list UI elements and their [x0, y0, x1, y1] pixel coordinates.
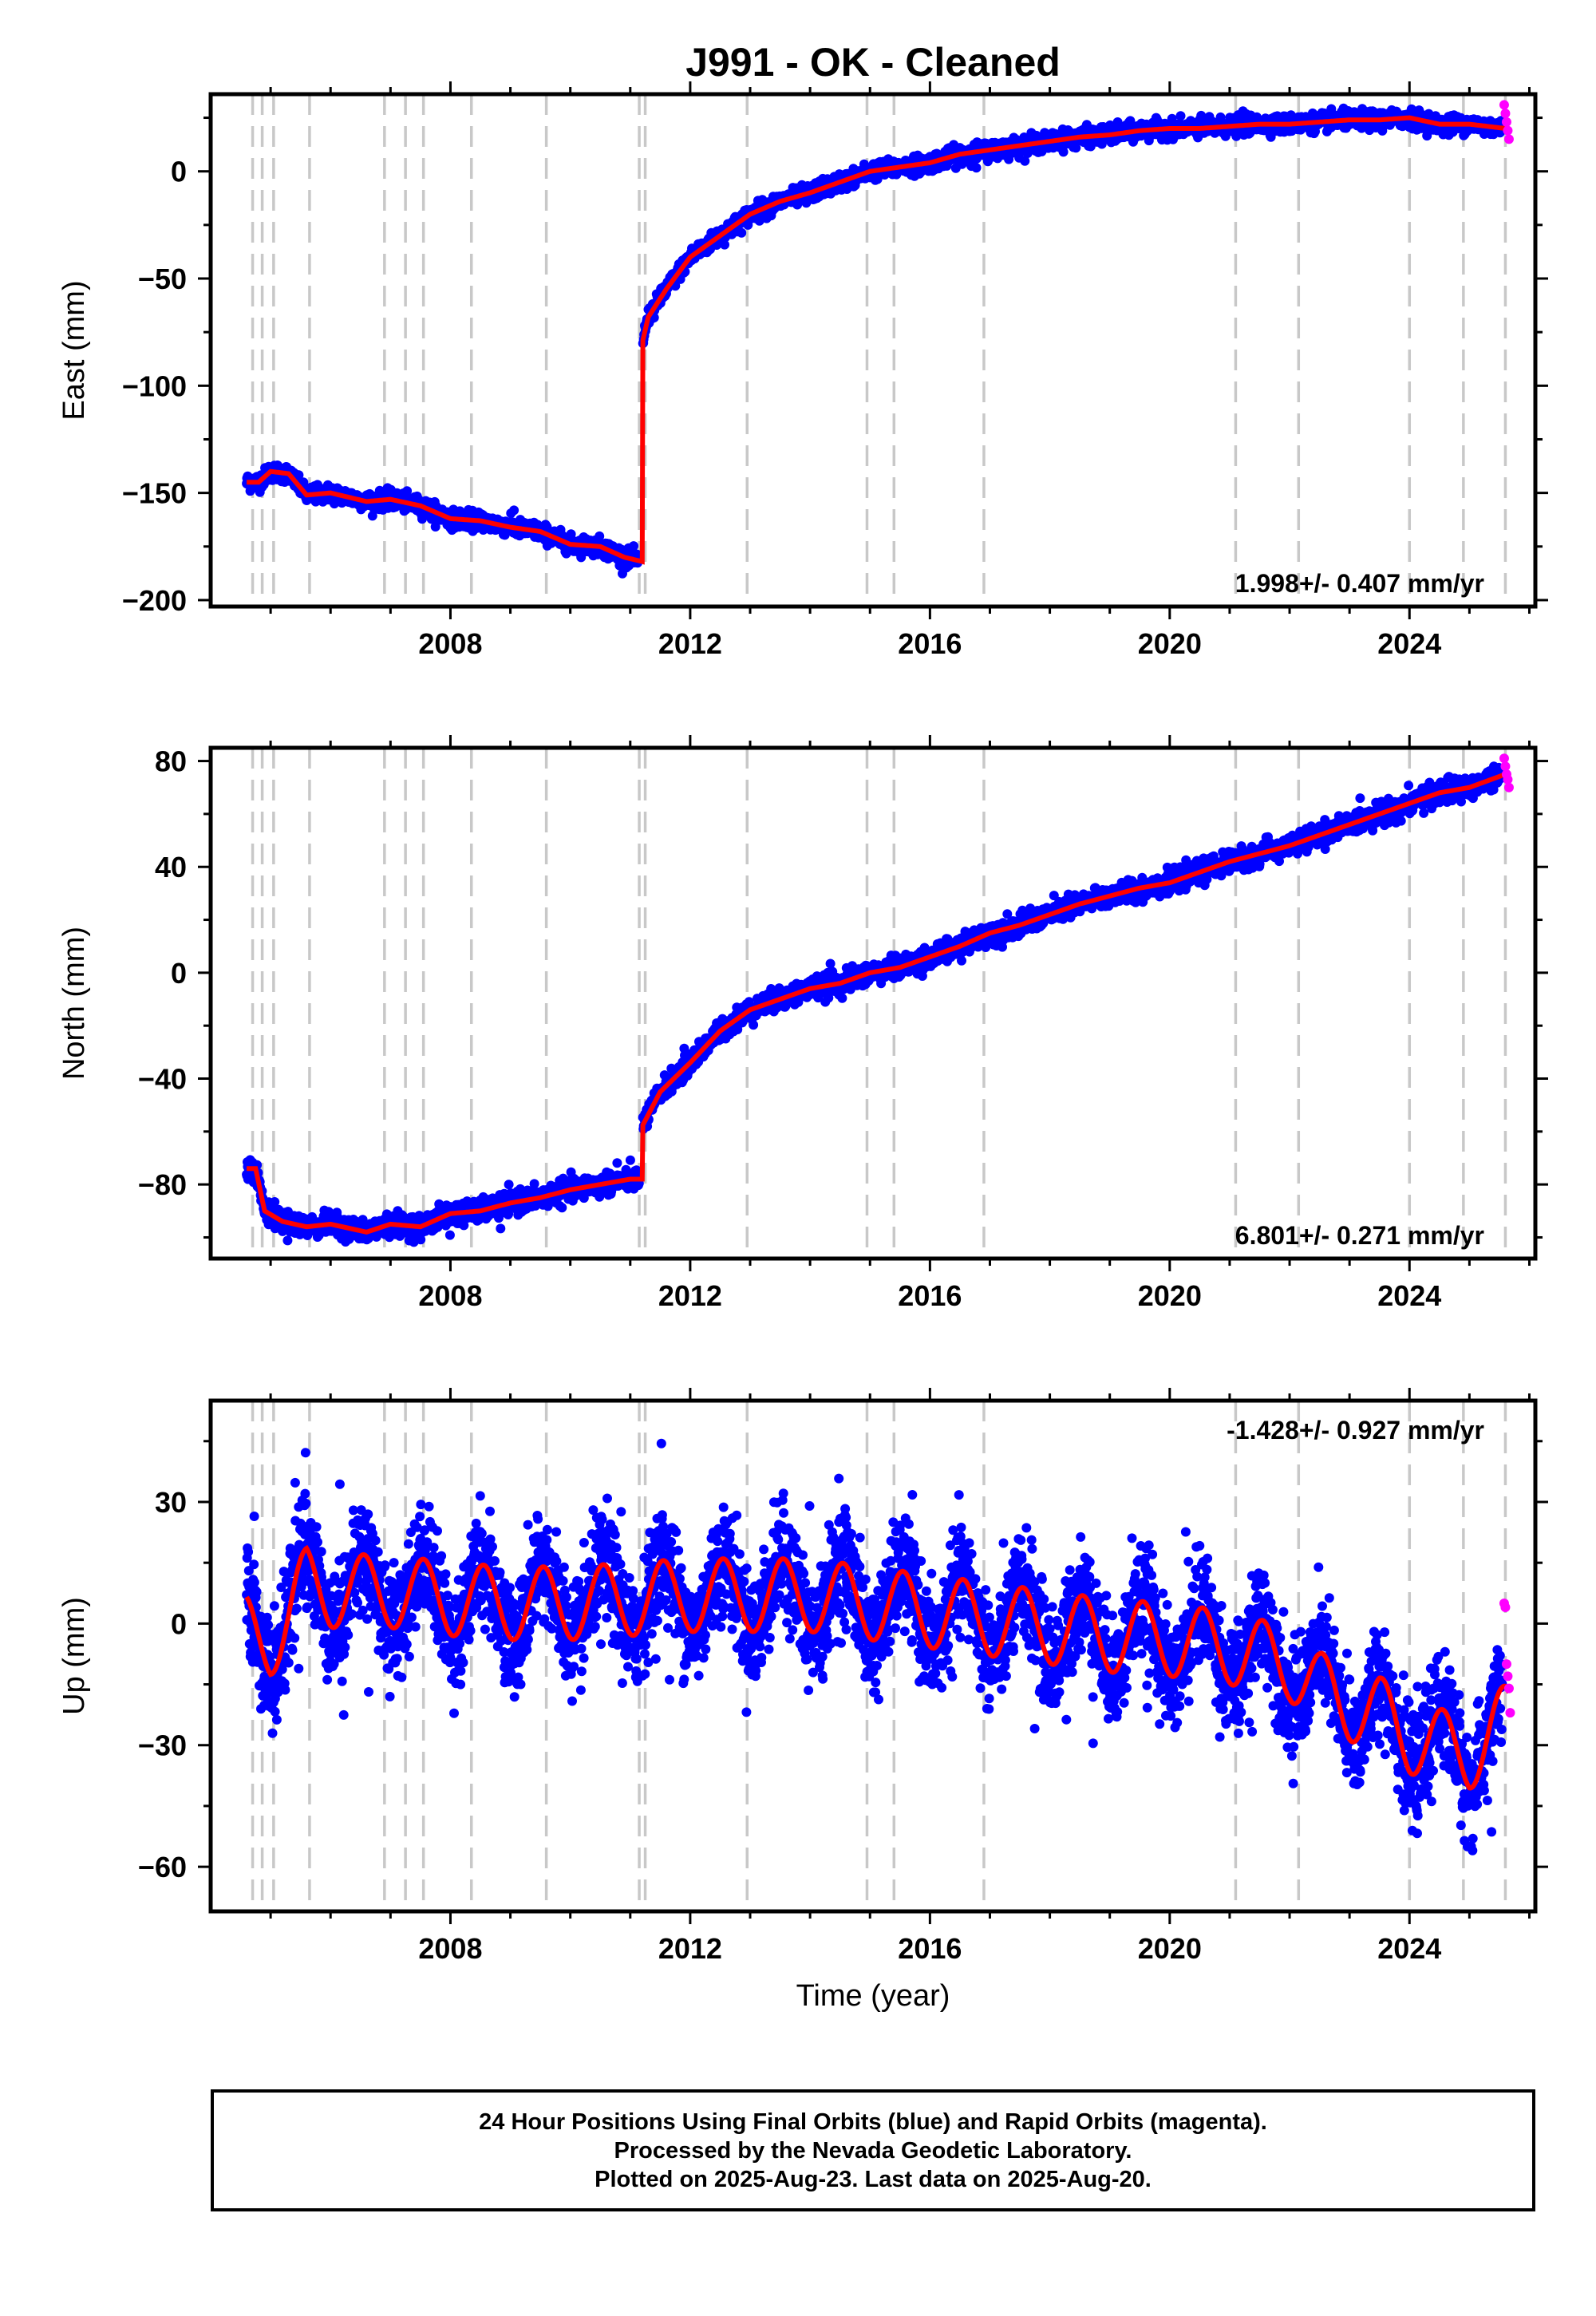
- final-point: [737, 227, 747, 238]
- rapid-point: [1503, 134, 1514, 144]
- outlier-point: [1444, 130, 1454, 140]
- x-tick-label: 2016: [898, 627, 962, 660]
- y-tick-label: 0: [171, 156, 187, 188]
- rapid-point: [1500, 109, 1511, 119]
- outlier-point: [766, 211, 776, 221]
- x-tick-label: 2012: [658, 627, 722, 660]
- final-point: [595, 531, 605, 541]
- rapid-point: [1501, 117, 1511, 127]
- outlier-point: [1195, 114, 1205, 124]
- final-orbit-points: [242, 103, 1507, 579]
- final-point: [625, 1155, 635, 1165]
- final-point: [504, 1180, 514, 1190]
- rapid-point: [1503, 125, 1513, 136]
- rate-label: 1.998+/- 0.407 mm/yr: [1235, 569, 1484, 598]
- final-point: [430, 522, 440, 532]
- y-tick-label: −200: [122, 584, 187, 617]
- final-point: [294, 470, 304, 480]
- final-point: [629, 541, 638, 551]
- y-axis-label: East (mm): [57, 280, 91, 420]
- final-point: [298, 477, 309, 488]
- outlier-point: [971, 163, 982, 173]
- outlier-point: [1238, 106, 1248, 117]
- y-tick-label: −50: [138, 263, 187, 295]
- x-tick-label: 2024: [1377, 627, 1441, 660]
- final-point: [529, 1179, 539, 1189]
- final-point: [720, 239, 729, 250]
- rapid-point: [1499, 100, 1509, 110]
- x-tick-label: 2008: [418, 627, 482, 660]
- y-tick-label: −100: [122, 370, 187, 402]
- outlier-point: [801, 198, 812, 208]
- final-point: [1175, 111, 1186, 121]
- panel-east: 2008 2012 2016 2020 2024 −200 −150 −100 −50 0 East…: [57, 81, 1548, 660]
- outlier-point: [509, 505, 519, 516]
- chart-title: J991 - OK - Cleaned: [685, 40, 1061, 85]
- final-point: [282, 1235, 293, 1246]
- x-tick-label: 2020: [1138, 627, 1202, 660]
- final-point: [557, 1203, 567, 1213]
- model-curve: [247, 115, 1509, 565]
- final-point: [402, 486, 413, 496]
- y-tick-label: −150: [122, 477, 187, 510]
